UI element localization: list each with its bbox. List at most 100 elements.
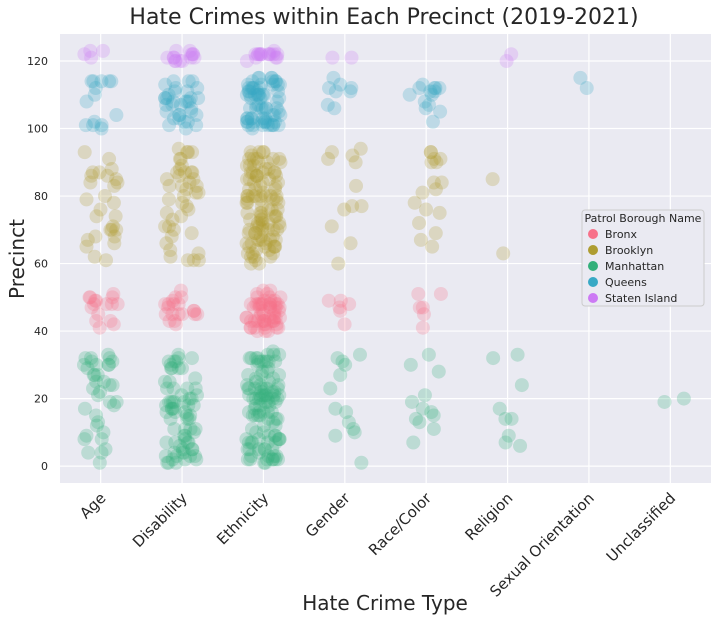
- data-point: [102, 394, 117, 409]
- data-point: [254, 101, 269, 116]
- data-point: [168, 435, 183, 450]
- data-point: [245, 189, 260, 204]
- data-point: [172, 108, 187, 123]
- data-point: [186, 253, 201, 268]
- data-point: [256, 297, 271, 312]
- data-point: [85, 165, 100, 180]
- data-point: [180, 94, 195, 109]
- data-point: [240, 77, 255, 92]
- data-point: [253, 178, 268, 193]
- data-point: [262, 398, 277, 413]
- data-point: [168, 81, 183, 96]
- data-point: [239, 310, 254, 325]
- legend: Patrol Borough Name Bronx Brooklyn Manhatt…: [581, 209, 705, 307]
- data-point: [244, 236, 259, 251]
- data-point: [158, 297, 173, 312]
- x-tick-label: Age: [76, 489, 109, 522]
- data-point: [83, 290, 98, 305]
- data-point: [101, 357, 116, 372]
- legend-entries: Bronx Brooklyn Manhattan Queens Staten Islan…: [588, 228, 677, 305]
- data-point: [185, 47, 200, 62]
- data-point: [423, 145, 438, 160]
- data-point: [257, 381, 272, 396]
- data-point: [104, 162, 119, 177]
- data-point: [92, 165, 107, 180]
- data-point: [272, 432, 287, 447]
- data-point: [87, 249, 102, 264]
- data-point: [263, 283, 278, 298]
- data-point: [416, 307, 431, 322]
- data-point: [342, 297, 357, 312]
- data-point: [271, 195, 286, 210]
- data-point: [158, 307, 173, 322]
- data-point: [184, 101, 199, 116]
- data-point: [253, 47, 268, 62]
- data-point: [486, 351, 501, 366]
- data-point: [93, 202, 108, 217]
- data-point: [253, 192, 268, 207]
- data-point: [104, 74, 119, 89]
- data-point: [184, 165, 199, 180]
- data-point: [180, 411, 195, 426]
- data-point: [249, 297, 264, 312]
- data-point: [260, 118, 275, 133]
- data-point: [243, 145, 258, 160]
- data-point: [164, 229, 179, 244]
- data-point: [352, 347, 367, 362]
- data-point: [189, 108, 204, 123]
- data-point: [272, 91, 287, 106]
- data-point: [178, 165, 193, 180]
- data-point: [186, 425, 201, 440]
- data-point: [87, 87, 102, 102]
- data-point: [260, 364, 275, 379]
- data-point: [252, 256, 267, 271]
- data-point: [261, 162, 276, 177]
- data-point: [431, 364, 446, 379]
- data-point: [250, 219, 265, 234]
- y-tick-label: 60: [34, 258, 48, 271]
- data-point: [262, 172, 277, 187]
- data-point: [160, 381, 175, 396]
- data-point: [332, 300, 347, 315]
- data-point: [84, 351, 99, 366]
- data-point: [273, 155, 288, 170]
- data-point: [272, 347, 287, 362]
- data-point: [268, 182, 283, 197]
- data-point: [255, 165, 270, 180]
- data-point: [96, 425, 111, 440]
- data-point: [161, 300, 176, 315]
- data-point: [242, 84, 257, 99]
- data-point: [248, 226, 263, 241]
- legend-marker: [588, 277, 598, 287]
- data-point: [240, 246, 255, 261]
- data-point: [244, 249, 259, 264]
- data-point: [254, 307, 269, 322]
- data-point: [267, 209, 282, 224]
- data-point: [164, 361, 179, 376]
- data-point: [106, 286, 121, 301]
- data-point: [159, 104, 174, 119]
- data-point: [258, 236, 273, 251]
- data-point: [255, 175, 270, 190]
- data-point: [89, 374, 104, 389]
- data-point: [167, 445, 182, 460]
- data-point: [249, 374, 264, 389]
- data-point: [268, 239, 283, 254]
- data-point: [432, 81, 447, 96]
- data-point: [102, 378, 117, 393]
- data-point: [249, 101, 264, 116]
- data-point: [181, 435, 196, 450]
- data-point: [174, 361, 189, 376]
- data-point: [321, 151, 336, 166]
- data-point: [268, 74, 283, 89]
- data-point: [241, 81, 256, 96]
- data-point: [248, 398, 263, 413]
- data-point: [323, 381, 338, 396]
- data-point: [175, 307, 190, 322]
- x-tick-label: Race/Color: [365, 489, 436, 560]
- data-point: [239, 114, 254, 129]
- data-point: [166, 94, 181, 109]
- data-point: [498, 411, 513, 426]
- data-point: [178, 94, 193, 109]
